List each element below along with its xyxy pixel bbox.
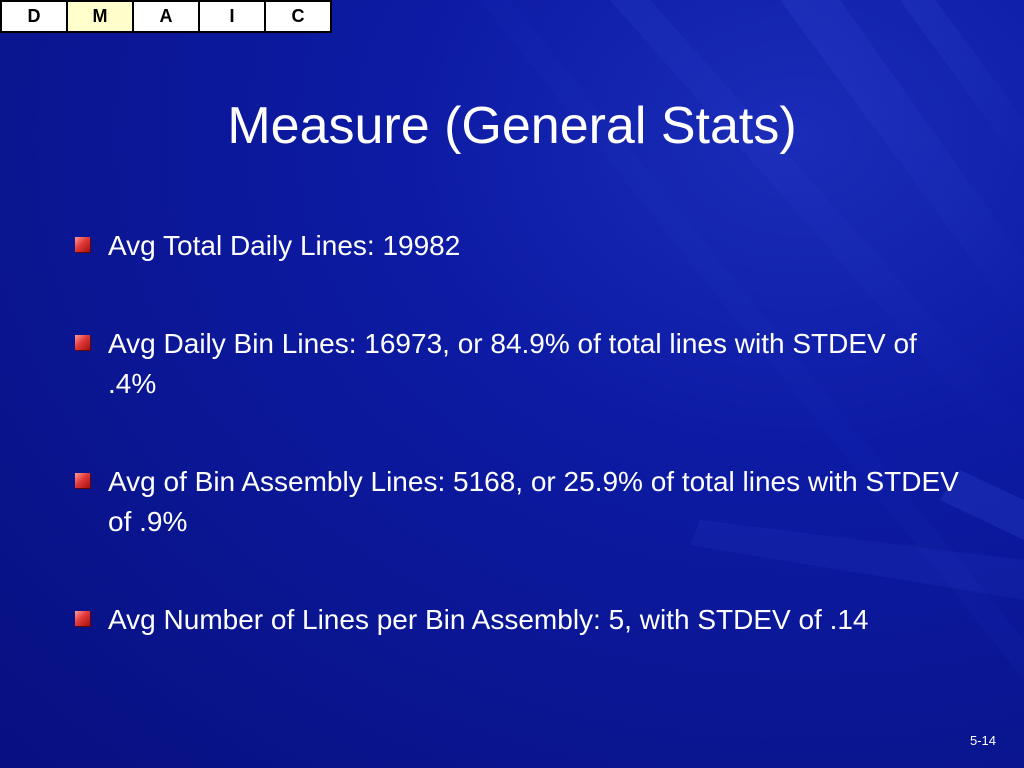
- bullet-item: Avg of Bin Assembly Lines: 5168, or 25.9…: [70, 462, 970, 542]
- square-bullet-icon: [75, 611, 90, 626]
- bullet-text: Avg Number of Lines per Bin Assembly: 5,…: [108, 604, 869, 635]
- tab-measure[interactable]: M: [68, 2, 134, 31]
- bullet-item: Avg Total Daily Lines: 19982: [70, 226, 970, 266]
- tab-define[interactable]: D: [2, 2, 68, 31]
- bullet-item: Avg Number of Lines per Bin Assembly: 5,…: [70, 600, 970, 640]
- bullet-text: Avg Total Daily Lines: 19982: [108, 230, 461, 261]
- tab-control[interactable]: C: [266, 2, 332, 31]
- bullet-text: Avg Daily Bin Lines: 16973, or 84.9% of …: [108, 328, 917, 399]
- bullet-item: Avg Daily Bin Lines: 16973, or 84.9% of …: [70, 324, 970, 404]
- slide-title: Measure (General Stats): [227, 97, 797, 155]
- square-bullet-icon: [75, 473, 90, 488]
- bullet-text: Avg of Bin Assembly Lines: 5168, or 25.9…: [108, 466, 959, 537]
- tab-analyze[interactable]: A: [134, 2, 200, 31]
- square-bullet-icon: [75, 335, 90, 350]
- dmaic-tab-strip: D M A I C: [0, 0, 332, 33]
- tab-improve[interactable]: I: [200, 2, 266, 31]
- bullet-list: Avg Total Daily Lines: 19982 Avg Daily B…: [70, 226, 970, 698]
- page-number: 5-14: [969, 733, 996, 748]
- square-bullet-icon: [75, 237, 90, 252]
